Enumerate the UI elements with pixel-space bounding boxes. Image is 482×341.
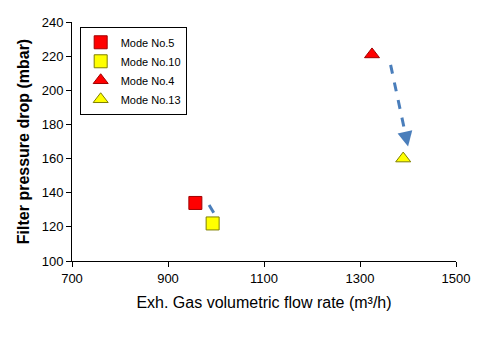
svg-text:1300: 1300 (346, 271, 375, 286)
svg-text:Exh. Gas volumetric flow rate: Exh. Gas volumetric flow rate (m³/h) (136, 294, 391, 311)
svg-text:200: 200 (42, 83, 64, 98)
svg-text:Mode No.10: Mode No.10 (121, 56, 181, 68)
svg-text:Mode No.4: Mode No.4 (121, 75, 175, 87)
svg-text:900: 900 (157, 271, 179, 286)
svg-text:240: 240 (42, 15, 64, 30)
svg-text:140: 140 (42, 185, 64, 200)
svg-text:Filter pressure drop (mbar): Filter pressure drop (mbar) (15, 39, 32, 244)
svg-text:180: 180 (42, 117, 64, 132)
svg-text:120: 120 (42, 219, 64, 234)
svg-text:Mode No.5: Mode No.5 (121, 37, 175, 49)
svg-text:Mode No.13: Mode No.13 (121, 94, 181, 106)
svg-text:1100: 1100 (250, 271, 278, 286)
svg-text:160: 160 (42, 151, 64, 166)
svg-text:1500: 1500 (442, 271, 471, 286)
svg-text:100: 100 (42, 254, 64, 269)
svg-text:700: 700 (61, 271, 83, 286)
svg-text:220: 220 (42, 49, 64, 64)
